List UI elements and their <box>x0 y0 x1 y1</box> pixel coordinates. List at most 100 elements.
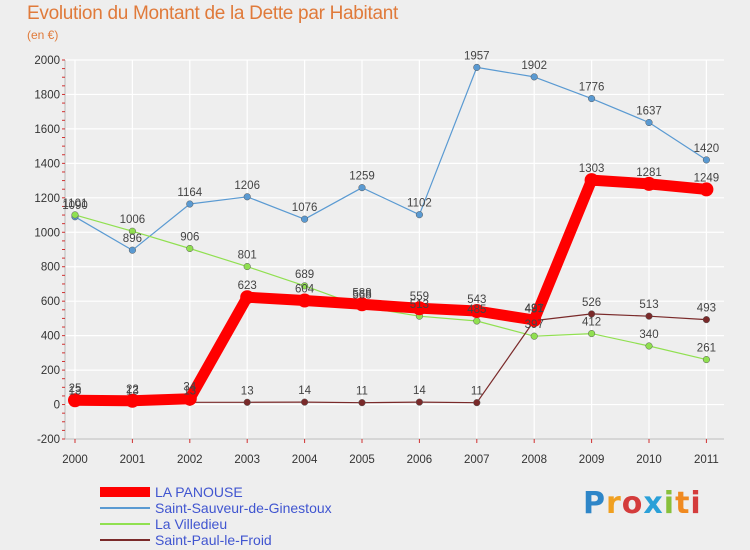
y-axis-ticks: -200 0 200 400 600 800 1000 1200 1400 1600 1800 200… <box>34 55 60 446</box>
y-tick-label: 2000 <box>34 55 60 67</box>
data-label: 1249 <box>694 172 720 184</box>
data-label: 14 <box>413 385 426 397</box>
data-label: 13 <box>183 385 196 397</box>
legend-swatch <box>100 539 150 541</box>
data-point <box>588 330 596 338</box>
data-point <box>186 244 194 253</box>
data-label: 491 <box>525 303 544 315</box>
logo-letter: P <box>583 486 606 521</box>
data-label: 526 <box>582 297 601 309</box>
y-tick-label: 400 <box>41 331 60 343</box>
data-points <box>68 63 714 408</box>
data-point <box>702 356 710 364</box>
proxiti-logo: Proxiti <box>583 486 702 521</box>
data-point <box>297 293 312 308</box>
legend-swatch <box>100 523 150 525</box>
data-label: 513 <box>639 299 658 311</box>
data-point <box>473 63 481 71</box>
data-label: 623 <box>238 280 257 292</box>
data-point <box>469 304 484 319</box>
data-label: 1101 <box>63 198 88 210</box>
logo-letter: r <box>606 486 622 521</box>
data-label: 1420 <box>694 143 720 155</box>
y-tick-label: 1000 <box>34 227 60 239</box>
data-label: 412 <box>582 317 601 329</box>
x-tick-label: 2009 <box>579 454 605 466</box>
logo-letter: x <box>643 486 664 521</box>
data-point <box>588 95 596 103</box>
data-label: 13 <box>241 385 254 397</box>
data-point <box>125 393 140 408</box>
data-label: 34 <box>183 382 196 394</box>
data-label: 543 <box>467 294 486 306</box>
data-point <box>473 399 481 407</box>
data-point <box>702 316 710 324</box>
series-line-1 <box>74 66 708 251</box>
data-label: 261 <box>697 343 716 355</box>
chart-subtitle: (en €) <box>27 28 59 42</box>
series-line-0 <box>69 174 712 407</box>
data-label: 689 <box>295 269 314 281</box>
data-point <box>243 398 251 406</box>
data-label: 13 <box>126 385 139 397</box>
logo-letter: i <box>663 486 676 521</box>
x-tick-label: 2010 <box>636 454 662 466</box>
data-labels: 1090 896 1164 1206 1076 1259 1102 1957 1902 1776 1… <box>62 50 719 397</box>
data-point <box>530 73 538 81</box>
legend-label: Saint-Paul-le-Froid <box>155 532 272 548</box>
logo-letter: o <box>621 486 644 521</box>
x-tick-label: 2007 <box>464 454 490 466</box>
data-point <box>186 200 194 208</box>
data-label: 906 <box>180 231 199 243</box>
y-tick-label: 1200 <box>34 193 60 205</box>
data-point <box>412 301 427 316</box>
legend-label: LA PANOUSE <box>155 484 243 500</box>
data-label: 1076 <box>292 202 318 214</box>
data-label: 1006 <box>120 214 146 226</box>
y-tick-label: 800 <box>41 262 60 274</box>
data-point <box>243 193 251 201</box>
data-point <box>415 211 423 219</box>
data-label: 11 <box>356 386 368 398</box>
data-point <box>358 399 366 407</box>
x-tick-label: 2008 <box>521 454 547 466</box>
data-label: 1957 <box>464 50 490 62</box>
grid <box>62 59 724 440</box>
data-label: 1206 <box>234 180 260 192</box>
data-point <box>588 310 596 318</box>
data-label: 1259 <box>349 171 375 183</box>
data-point <box>642 176 656 191</box>
y-tick-label: 1400 <box>34 158 60 170</box>
data-point <box>128 246 136 254</box>
data-label: 22 <box>126 384 139 396</box>
chart-title: Evolution du Montant de la Dette par Hab… <box>27 3 398 24</box>
data-label: 801 <box>238 250 257 262</box>
y-tick-label: -200 <box>37 434 60 446</box>
data-point <box>68 393 82 408</box>
data-point <box>527 312 542 327</box>
data-label: 1090 <box>62 200 88 212</box>
data-label: 1164 <box>177 187 202 199</box>
legend-swatch <box>100 487 150 497</box>
data-label: 397 <box>525 319 544 331</box>
x-tick-label: 2004 <box>292 454 318 466</box>
data-point <box>182 391 197 406</box>
data-label: 340 <box>639 329 658 341</box>
data-label: 568 <box>352 290 371 302</box>
legend-label: La Villedieu <box>155 516 228 532</box>
data-label: 1281 <box>636 167 662 179</box>
x-tick-label: 2005 <box>349 454 375 466</box>
data-label: 1776 <box>579 82 605 94</box>
data-point <box>240 290 255 305</box>
data-label: 1102 <box>407 198 432 210</box>
plot-area <box>65 60 724 439</box>
data-point <box>415 398 423 406</box>
data-label: 896 <box>123 233 142 245</box>
data-label: 25 <box>69 383 82 395</box>
data-point <box>358 184 366 192</box>
data-point <box>702 156 710 164</box>
logo-letter: i <box>690 486 702 521</box>
x-tick-label: 2003 <box>234 454 260 466</box>
logo-letter: t <box>675 486 691 521</box>
